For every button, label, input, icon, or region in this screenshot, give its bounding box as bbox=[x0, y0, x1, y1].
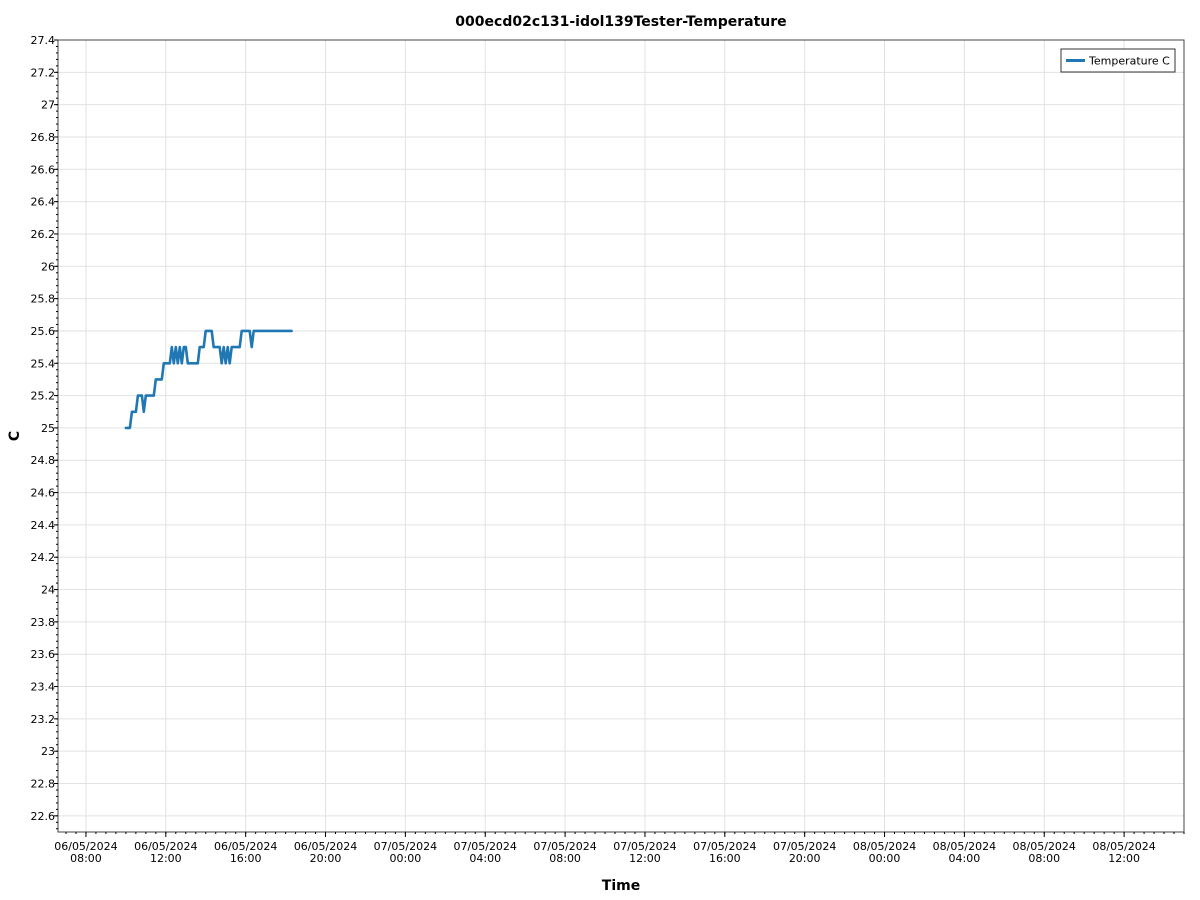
x-tick-label-date: 06/05/2024 bbox=[214, 840, 277, 853]
x-tick-label-date: 07/05/2024 bbox=[374, 840, 437, 853]
x-tick-label-time: 12:00 bbox=[1108, 852, 1140, 865]
x-tick-label-time: 08:00 bbox=[549, 852, 581, 865]
series-layer bbox=[124, 329, 293, 430]
x-tick-label-time: 08:00 bbox=[70, 852, 102, 865]
x-tick-label-time: 00:00 bbox=[390, 852, 422, 865]
y-tick-label: 24.2 bbox=[31, 551, 56, 564]
y-tick-label: 26.8 bbox=[31, 131, 56, 144]
x-tick-label-date: 08/05/2024 bbox=[1013, 840, 1076, 853]
y-tick-label: 27.4 bbox=[31, 34, 56, 47]
x-tick-label-date: 08/05/2024 bbox=[933, 840, 996, 853]
x-tick-label-date: 07/05/2024 bbox=[533, 840, 596, 853]
y-tick-label: 24.4 bbox=[31, 519, 56, 532]
y-tick-label: 26.6 bbox=[31, 163, 56, 176]
y-tick-label: 26.2 bbox=[31, 228, 56, 241]
x-tick-label-time: 20:00 bbox=[310, 852, 342, 865]
x-tick-label-time: 08:00 bbox=[1028, 852, 1060, 865]
x-tick-label-time: 00:00 bbox=[869, 852, 901, 865]
y-tick-label: 27 bbox=[41, 99, 55, 112]
y-tick-label: 23.4 bbox=[31, 681, 56, 694]
x-tick-label-time: 12:00 bbox=[150, 852, 182, 865]
x-tick-label-date: 07/05/2024 bbox=[773, 840, 836, 853]
y-tick-label: 24 bbox=[41, 584, 55, 597]
chart-title: 000ecd02c131-idol139Tester-Temperature bbox=[455, 14, 786, 30]
y-axis: 22.6 22.8 23 23.2 23.4 23.6 23.8 24 24.2 24.4 24.6… bbox=[31, 34, 58, 830]
x-tick-label-time: 16:00 bbox=[230, 852, 262, 865]
x-tick-label-time: 16:00 bbox=[709, 852, 741, 865]
series-line bbox=[124, 329, 293, 430]
y-tick-label: 27.2 bbox=[31, 66, 56, 79]
y-tick-label: 23.8 bbox=[31, 616, 56, 629]
y-tick-label: 25.4 bbox=[31, 357, 56, 370]
x-tick-label-date: 06/05/2024 bbox=[294, 840, 357, 853]
legend: Temperature C bbox=[1060, 48, 1176, 73]
x-tick-label-time: 04:00 bbox=[949, 852, 981, 865]
x-tick-label-time: 20:00 bbox=[789, 852, 821, 865]
x-tick-label-date: 06/05/2024 bbox=[134, 840, 197, 853]
x-tick-label-date: 06/05/2024 bbox=[54, 840, 117, 853]
plot-frame bbox=[57, 39, 1185, 833]
y-tick-label: 26 bbox=[41, 260, 55, 273]
y-tick-label: 25.6 bbox=[31, 325, 56, 338]
x-tick-label-date: 07/05/2024 bbox=[454, 840, 517, 853]
x-axis-title: Time bbox=[602, 878, 640, 894]
y-tick-label: 22.6 bbox=[31, 810, 56, 823]
x-axis: 06/05/202408:0006/05/202412:0006/05/2024… bbox=[54, 832, 1185, 865]
legend-label: Temperature C bbox=[1088, 55, 1170, 68]
x-tick-label-time: 12:00 bbox=[629, 852, 661, 865]
y-tick-label: 25.8 bbox=[31, 293, 56, 306]
y-tick-label: 23 bbox=[41, 745, 55, 758]
x-tick-label-date: 08/05/2024 bbox=[1092, 840, 1155, 853]
y-tick-label: 24.8 bbox=[31, 454, 56, 467]
x-tick-label-date: 07/05/2024 bbox=[693, 840, 756, 853]
grid bbox=[58, 39, 1184, 832]
x-tick-label-date: 08/05/2024 bbox=[853, 840, 916, 853]
y-tick-label: 23.2 bbox=[31, 713, 56, 726]
x-tick-label-date: 07/05/2024 bbox=[613, 840, 676, 853]
y-axis-title: C bbox=[7, 431, 23, 441]
y-tick-label: 25 bbox=[41, 422, 55, 435]
y-tick-label: 26.4 bbox=[31, 196, 56, 209]
x-tick-label-time: 04:00 bbox=[469, 852, 501, 865]
legend-box bbox=[1060, 48, 1176, 73]
y-tick-label: 24.6 bbox=[31, 487, 56, 500]
y-tick-label: 25.2 bbox=[31, 390, 56, 403]
y-tick-label: 22.8 bbox=[31, 778, 56, 791]
y-tick-label: 23.6 bbox=[31, 648, 56, 661]
